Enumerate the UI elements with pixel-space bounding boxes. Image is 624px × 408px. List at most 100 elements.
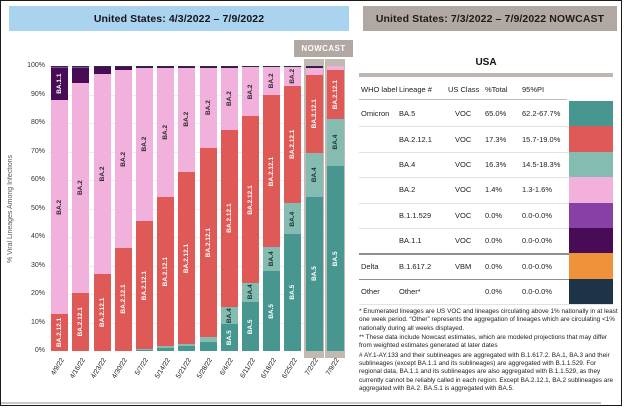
bar-segment-BA.2.12.1: BA.2.12.1: [220, 130, 238, 307]
cell-lineage: B.1.617.2: [399, 261, 432, 271]
bar-segment-label: BA.2.12.1: [77, 307, 85, 337]
bar-segment-label: BA.4: [310, 167, 318, 183]
bar-segment-label: BA.4: [289, 211, 297, 227]
bar-segment-BA.4: [199, 337, 217, 342]
bar-segment-BA.2: BA.2: [284, 66, 302, 86]
bar-segment-label: BA.4: [225, 307, 233, 323]
y-tick-label: 90%: [30, 90, 45, 98]
bar-segment-BA.5: BA.5: [263, 271, 281, 351]
cell-lineage: Other*: [399, 286, 421, 296]
table-row-BA.5: Omicron BA.5 VOC 65.0% 62.2-67.7%: [359, 101, 567, 126]
cell-us-class: VOC: [455, 236, 472, 246]
bar-segment-BA.2.12.1: BA.2.12.1: [263, 94, 281, 247]
row-separator: [359, 228, 613, 229]
bar-segment-BA.4: BA.4: [326, 119, 344, 166]
right-panel-header: United States: 7/3/2022 – 7/9/2022 NOWCA…: [363, 6, 617, 31]
bar-segment-BA.2.12.1: BA.2.12.1: [305, 74, 323, 153]
column-header: %Total: [485, 85, 508, 94]
column-header: 95%PI: [522, 85, 545, 94]
bar-segment-label: BA.2: [204, 100, 212, 116]
stacked-bar-5/14/22: BA.2.12.1 BA.2: [157, 66, 175, 351]
stacked-bar-4/9/22: BA.2.12.1 BA.2 BA.1.1: [51, 66, 69, 351]
bar-segment-B.1.1.529: [93, 66, 111, 67]
bar-segment-BA.2: BA.2: [199, 67, 217, 149]
bar-segment-label: BA.2: [268, 73, 276, 89]
bar-segment-label: BA.4: [331, 135, 339, 150]
footnotes: * Enumerated lineages are US VOC and lin…: [359, 308, 619, 394]
table-row-BA.1.1: BA.1.1 VOC 0.0% 0.0-0.0%: [359, 228, 567, 253]
bar-segment-BA.4: BA.4: [305, 152, 323, 198]
stacked-bar-7/9/22: BA.5 BA.4 BA.2.12.1: [326, 66, 344, 351]
bar-segment-BA.2: BA.2: [178, 67, 196, 172]
cell-us-class: VOC: [455, 210, 472, 220]
gridline: [49, 208, 346, 210]
footnote: * Enumerated lineages are US VOC and lin…: [359, 308, 618, 332]
column-header: WHO label: [361, 85, 398, 94]
bar-segment-BA.2.12.1: BA.2.12.1: [114, 248, 132, 351]
cell-pct-total: 0.0%: [485, 210, 503, 220]
cell-95-pi: 14.5-18.3%: [522, 159, 561, 169]
lineage-color-swatch: [569, 101, 613, 127]
cell-us-class: VOC: [455, 134, 472, 144]
footnote: # AY.1-AY.133 and their sublineages are …: [359, 351, 614, 392]
bar-segment-label: BA.2: [119, 151, 127, 167]
bar-segment-label: BA.5: [310, 266, 318, 282]
bar-segment-BA.1.1: [157, 66, 175, 68]
bar-segment-BA.2.12.1: BA.2.12.1: [326, 70, 344, 120]
cell-95-pi: 0.0-0.0%: [522, 210, 553, 220]
stacked-bar-6/4/22: BA.5 BA.4 BA.2.12.1 BA.2: [220, 66, 238, 351]
bar-segment-BA.5: [135, 349, 153, 351]
cell-pct-total: 0.0%: [485, 261, 503, 271]
stacked-bar-6/18/22: BA.5 BA.4 BA.2.12.1 BA.2: [263, 66, 281, 351]
bar-segment-BA.2.12.1: BA.2.12.1: [93, 274, 111, 351]
bar-segment-BA.2: BA.2: [93, 73, 111, 275]
bar-segment-BA.1.1: [93, 66, 111, 74]
bar-segment-BA.5: BA.5: [242, 301, 260, 351]
bar-segment-label: BA.2.12.1: [162, 257, 170, 287]
row-separator: [359, 126, 613, 128]
cell-pct-total: 0.0%: [485, 236, 503, 246]
lineage-color-swatch: [569, 151, 613, 178]
bar-segment-BA.2: BA.2: [220, 67, 238, 131]
bar-segment-BA.1.1: [199, 66, 217, 68]
table-region-title: USA: [475, 57, 497, 68]
bar-segment-label: BA.2.12.1: [268, 156, 276, 186]
bar-segment-label: BA.4: [268, 251, 276, 267]
y-tick-label: 80%: [30, 119, 45, 126]
gridline: [49, 180, 346, 181]
bar-segment-label: BA.2.12.1: [331, 80, 339, 110]
y-tick-label: 60%: [30, 176, 45, 183]
table-row-BA.4: BA.4 VOC 16.3% 14.5-18.3%: [359, 152, 567, 177]
bar-segment-BA.4: BA.4: [242, 283, 260, 302]
bar-segment-BA.2.12.1: BA.2.12.1: [51, 313, 69, 351]
cell-us-class: VOC: [455, 159, 472, 169]
cell-lineage: BA.5: [399, 109, 416, 119]
bar-segment-BA.2: BA.2: [72, 82, 90, 293]
bar-segment-label: BA.5: [225, 330, 233, 345]
bar-segment-BA.4: [157, 346, 175, 349]
table-row-B.1.1.529: B.1.1.529 VOC 0.0% 0.0-0.0%: [359, 203, 567, 228]
y-tick-label: 40%: [30, 233, 45, 240]
bar-segment-label: BA.5: [268, 303, 276, 319]
gridline: [49, 322, 346, 324]
bar-segment-B.1.1.529: [72, 66, 90, 68]
bar-segment-BA.2.12.1: BA.2.12.1: [157, 197, 175, 347]
bar-segment-label: BA.5: [247, 318, 255, 334]
bar-segment-label: BA.2.12.1: [98, 297, 106, 328]
lineage-color-swatch: [569, 253, 613, 279]
bar-segment-label: BA.2.12.1: [225, 203, 233, 234]
cell-95-pi: 62.2-67.7%: [522, 109, 561, 119]
y-axis-title: % Viral Lineages Among Infections: [7, 154, 14, 263]
row-separator: [359, 177, 613, 179]
lineage-color-swatch: [569, 126, 613, 152]
bar-segment-BA.2: BA.2: [51, 100, 69, 314]
cell-pct-total: 1.4%: [485, 185, 503, 195]
stacked-bar-5/7/22: BA.2.12.1 BA.2: [135, 66, 153, 351]
bar-segment-label: BA.2.12.1: [289, 129, 297, 160]
bar-segment-Other: [72, 66, 90, 67]
y-tick-label: 20%: [30, 290, 45, 297]
bar-segment-BA.2.12.1: BA.2.12.1: [199, 148, 217, 338]
bar-segment-label: BA.2.12.1: [204, 228, 212, 258]
bar-segment-BA.2.12.1: BA.2.12.1: [284, 85, 302, 203]
column-header: US Class: [448, 85, 480, 94]
